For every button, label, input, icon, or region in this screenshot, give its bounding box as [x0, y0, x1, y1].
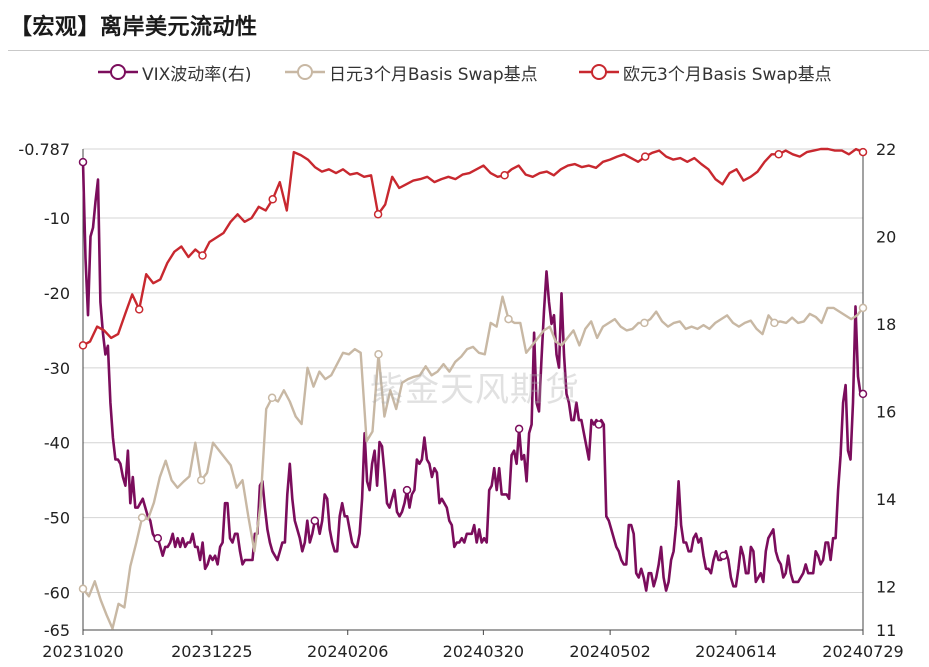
y-right-tick-label: 11 [876, 621, 896, 640]
x-tick-label: 20240614 [695, 642, 776, 661]
series-vix [78, 157, 868, 592]
series-jpy-basis [78, 295, 868, 630]
series-marker [310, 516, 320, 525]
legend-label-vix: VIX波动率(右) [142, 64, 252, 85]
legend-label-eur: 欧元3个月Basis Swap基点 [623, 64, 832, 85]
series-marker [858, 147, 868, 157]
legend-swatch-eur [579, 64, 619, 80]
y-right-tick-label: 18 [876, 315, 896, 334]
series-marker [594, 420, 604, 429]
series-marker [78, 157, 88, 167]
y-right-tick-label: 12 [876, 577, 896, 596]
x-tick-label: 20231020 [42, 642, 123, 661]
watermark: 紫金天风期货 [370, 370, 580, 410]
legend-item-eur[interactable]: 欧元3个月Basis Swap基点 [579, 59, 832, 85]
series-marker [640, 318, 649, 328]
series-line [82, 147, 864, 347]
series-marker [78, 584, 88, 594]
series-marker [198, 251, 207, 260]
series-marker [770, 318, 779, 328]
title-divider [8, 50, 929, 51]
series-marker [373, 210, 383, 219]
series-marker [774, 150, 783, 159]
series-marker [858, 389, 868, 399]
series-marker [402, 485, 412, 495]
x-tick-label: 20240206 [307, 642, 388, 661]
y-left-tick-label: -40 [44, 434, 70, 453]
y-left-tick-label: -30 [44, 359, 70, 378]
series-marker [374, 350, 383, 359]
series-marker [858, 303, 868, 313]
series-marker [514, 424, 524, 434]
y-left-tick-label: -20 [44, 284, 70, 303]
series-marker [134, 305, 144, 314]
series-marker [137, 513, 147, 522]
x-tick-label: 20240502 [569, 642, 650, 661]
series-marker [500, 171, 509, 180]
series-line [81, 162, 863, 592]
series-marker [719, 551, 728, 560]
series-marker [640, 152, 650, 161]
legend-item-jpy[interactable]: 日元3个月Basis Swap基点 [285, 59, 538, 85]
y-right-tick-label: 22 [876, 140, 896, 159]
y-left-tick-label: -60 [44, 584, 70, 603]
legend-label-jpy: 日元3个月Basis Swap基点 [329, 64, 538, 85]
x-tick-label: 20231225 [171, 642, 252, 661]
legend-item-vix[interactable]: VIX波动率(右) [98, 59, 252, 85]
legend: VIX波动率(右) 日元3个月Basis Swap基点 欧元3个月Basis S… [0, 59, 929, 85]
series-marker [78, 341, 88, 350]
series-eur-basis [78, 147, 868, 350]
series-marker [153, 533, 163, 543]
series-marker [504, 314, 513, 324]
y-left-tick-label: -65 [44, 621, 70, 640]
chart-title: 【宏观】离岸美元流动性 [10, 15, 258, 40]
y-left-tick-label: -10 [44, 209, 70, 228]
x-tick-label: 20240729 [822, 642, 903, 661]
series-marker [196, 475, 206, 485]
y-right-tick-label: 16 [876, 402, 896, 421]
x-tick-label: 20240320 [443, 642, 524, 661]
series-marker [268, 195, 277, 204]
series-marker [267, 393, 277, 403]
legend-swatch-vix [98, 64, 138, 80]
y-right-tick-label: 20 [876, 227, 896, 246]
y-right-tick-label: 14 [876, 490, 896, 509]
y-left-tick-label: -50 [44, 509, 70, 528]
series-line [82, 295, 864, 630]
legend-swatch-jpy [285, 64, 325, 80]
y-left-tick-label: -0.787 [18, 140, 70, 159]
